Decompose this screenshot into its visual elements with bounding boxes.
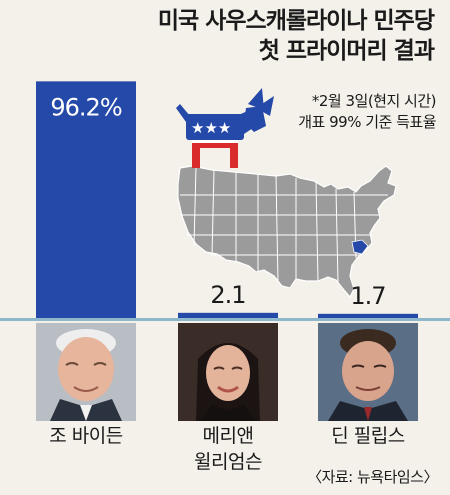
note-line-2: 개표 99% 기준 득표율 <box>298 113 436 131</box>
bar-1 <box>36 81 136 319</box>
democratic-donkey-icon: ★★★ <box>176 88 274 168</box>
biden-photo <box>36 323 136 421</box>
title-line-1: 미국 사우스캐롤라이나 민주당 <box>157 8 435 34</box>
baseline <box>0 318 450 321</box>
south-carolina-highlight <box>351 239 369 255</box>
note-line-1: *2월 3일(현지 시간) <box>311 92 437 110</box>
candidate-name-line: 조 바이든 <box>49 425 123 447</box>
candidate-name-williamson: 메리앤 윌리엄슨 <box>163 423 293 475</box>
candidate-name-line: 메리앤 <box>202 425 254 447</box>
source-note: 〈자료: 뉴욕타임스〉 <box>307 468 438 486</box>
value-labels-group: 96.2% 2.1 1.7 <box>50 93 386 310</box>
value-label-1: 96.2% <box>50 93 121 121</box>
candidate-name-line: 윌리엄슨 <box>194 451 262 473</box>
svg-text:★★★: ★★★ <box>191 119 231 137</box>
us-map-icon <box>177 165 397 299</box>
phillips-photo <box>318 323 418 421</box>
candidate-name-phillips: 딘 필립스 <box>303 423 433 449</box>
value-label-2: 2.1 <box>210 281 245 309</box>
candidate-name-line: 딘 필립스 <box>331 425 405 447</box>
bar-3 <box>318 313 418 318</box>
candidate-name-biden: 조 바이든 <box>21 423 151 449</box>
value-label-3: 1.7 <box>350 282 385 310</box>
williamson-photo <box>178 323 278 421</box>
bars-group <box>36 81 418 319</box>
bar-2 <box>178 312 278 318</box>
title-line-2: 첫 프라이머리 결과 <box>258 38 435 64</box>
